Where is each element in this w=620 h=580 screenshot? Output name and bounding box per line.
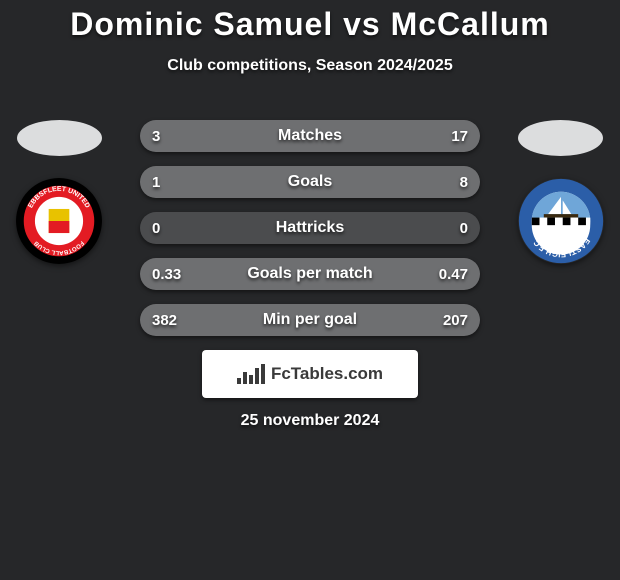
stat-label: Hattricks (140, 212, 480, 244)
stat-value-right: 207 (443, 304, 468, 336)
page-title: Dominic Samuel vs McCallum (0, 0, 620, 43)
subtitle: Club competitions, Season 2024/2025 (0, 57, 620, 75)
stat-row-hattricks: 0 Hattricks 0 (140, 212, 480, 244)
brand-box: FcTables.com (202, 350, 418, 398)
stats-container: 3 Matches 17 1 Goals 8 0 Hattricks 0 0.3… (140, 120, 480, 350)
stat-row-goals: 1 Goals 8 (140, 166, 480, 198)
stat-value-right: 0.47 (439, 258, 468, 290)
brand-text: FcTables.com (271, 364, 383, 384)
stat-value-right: 17 (451, 120, 468, 152)
date-text: 25 november 2024 (0, 412, 620, 430)
stat-label: Matches (140, 120, 480, 152)
stat-row-goals-per-match: 0.33 Goals per match 0.47 (140, 258, 480, 290)
stat-row-matches: 3 Matches 17 (140, 120, 480, 152)
club-badge-left: EBBSFLEET UNITED FOOTBALL CLUB (16, 178, 102, 264)
club-badge-right: EASTLEIGH F.C. (518, 178, 604, 264)
player-left-photo (17, 120, 102, 156)
stat-label: Min per goal (140, 304, 480, 336)
stat-row-min-per-goal: 382 Min per goal 207 (140, 304, 480, 336)
stat-label: Goals per match (140, 258, 480, 290)
stat-value-right: 8 (460, 166, 468, 198)
brand-barchart-icon (237, 364, 265, 384)
stat-value-right: 0 (460, 212, 468, 244)
player-right-photo (518, 120, 603, 156)
stat-label: Goals (140, 166, 480, 198)
